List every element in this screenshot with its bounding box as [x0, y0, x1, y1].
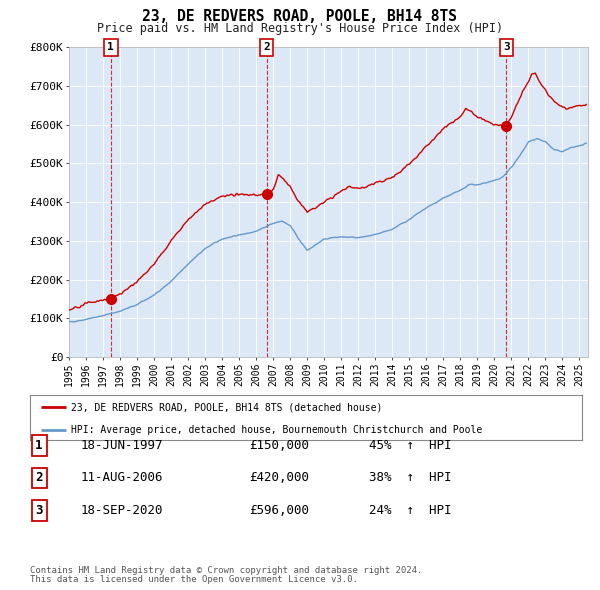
Text: 23, DE REDVERS ROAD, POOLE, BH14 8TS (detached house): 23, DE REDVERS ROAD, POOLE, BH14 8TS (de… — [71, 402, 383, 412]
Text: 24%  ↑  HPI: 24% ↑ HPI — [369, 504, 452, 517]
Text: £596,000: £596,000 — [249, 504, 309, 517]
Text: 38%  ↑  HPI: 38% ↑ HPI — [369, 471, 452, 484]
Text: 11-AUG-2006: 11-AUG-2006 — [81, 471, 163, 484]
Text: 1: 1 — [107, 42, 114, 52]
Text: 2: 2 — [35, 471, 43, 484]
Text: This data is licensed under the Open Government Licence v3.0.: This data is licensed under the Open Gov… — [30, 575, 358, 584]
Text: 3: 3 — [503, 42, 510, 52]
Text: HPI: Average price, detached house, Bournemouth Christchurch and Poole: HPI: Average price, detached house, Bour… — [71, 425, 482, 435]
Text: £420,000: £420,000 — [249, 471, 309, 484]
Text: 2: 2 — [263, 42, 270, 52]
Text: 23, DE REDVERS ROAD, POOLE, BH14 8TS: 23, DE REDVERS ROAD, POOLE, BH14 8TS — [143, 9, 458, 24]
Text: £150,000: £150,000 — [249, 439, 309, 452]
Text: 1: 1 — [35, 439, 43, 452]
Text: 3: 3 — [35, 504, 43, 517]
Text: 18-SEP-2020: 18-SEP-2020 — [81, 504, 163, 517]
Text: Contains HM Land Registry data © Crown copyright and database right 2024.: Contains HM Land Registry data © Crown c… — [30, 566, 422, 575]
Text: 18-JUN-1997: 18-JUN-1997 — [81, 439, 163, 452]
Text: 45%  ↑  HPI: 45% ↑ HPI — [369, 439, 452, 452]
Text: Price paid vs. HM Land Registry's House Price Index (HPI): Price paid vs. HM Land Registry's House … — [97, 22, 503, 35]
